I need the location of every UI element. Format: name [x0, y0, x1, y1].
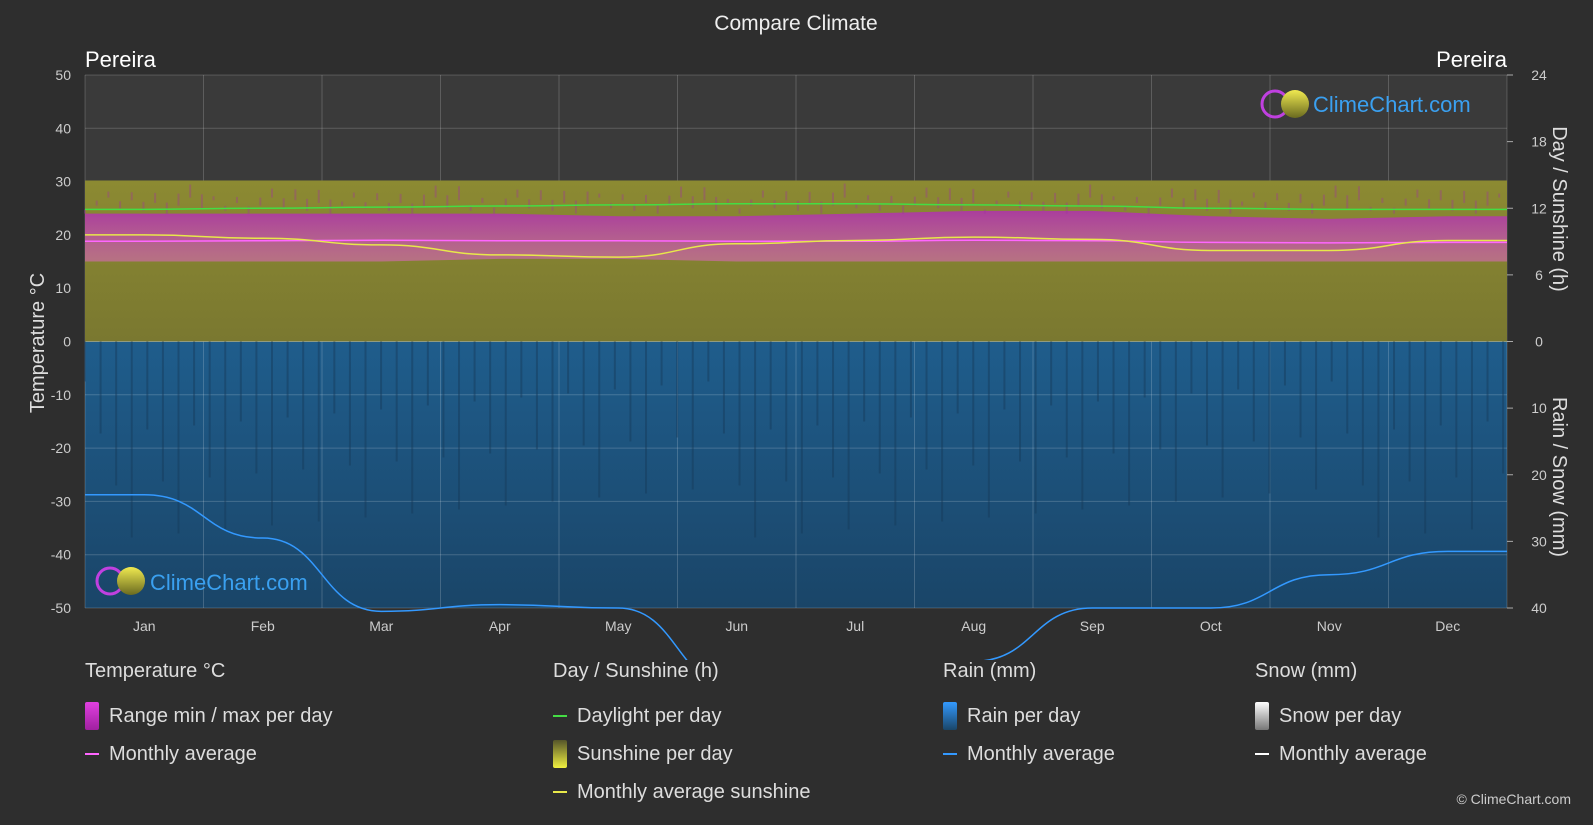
sunshine-swatch [553, 740, 567, 768]
legend-item: Monthly average [1255, 735, 1427, 773]
month-label: Oct [1200, 618, 1222, 634]
sun-tick-label: 18 [1531, 134, 1547, 150]
sun-tick-label: 6 [1535, 267, 1543, 283]
legend-item: Sunshine per day [553, 735, 810, 773]
temp-tick-label: 0 [63, 334, 71, 350]
rain-tick-label: 40 [1531, 600, 1547, 616]
ylabel-right-top: Day / Sunshine (h) [1548, 126, 1570, 292]
temp-tick-label: -20 [51, 440, 71, 456]
temp-tick-label: 40 [55, 120, 71, 136]
sun-rain-axis: 24 18 12 6 0 10 20 30 40 [1507, 67, 1547, 616]
month-label: Aug [961, 618, 986, 634]
temp-tick-label: -50 [51, 600, 71, 616]
sun-tick-label: 0 [1535, 334, 1543, 350]
temperature-range-band [85, 210, 1507, 262]
sun-tick-label: 12 [1531, 200, 1547, 216]
legend-item: Rain per day [943, 697, 1115, 735]
legend-label: Monthly average sunshine [577, 780, 811, 803]
legend-item: Daylight per day [553, 697, 810, 735]
month-label: Sep [1080, 618, 1105, 634]
logo-bottom: ClimeChart.com [95, 566, 308, 596]
legend-label: Monthly average [967, 742, 1115, 765]
legend-item: Monthly average sunshine [553, 773, 810, 811]
month-label: May [605, 618, 631, 634]
climate-chart: Compare Climate Pereira Pereira 50 40 30 20… [27, 12, 1570, 660]
sunshine-average-line [85, 234, 1507, 258]
daylight-swatch [553, 715, 567, 717]
sun-avg-swatch [553, 791, 567, 793]
legend-snow-title: Snow (mm) [1255, 660, 1358, 682]
temp-tick-label: 50 [55, 67, 71, 83]
temp-tick-label: -30 [51, 493, 71, 509]
rain-avg-swatch [943, 753, 957, 755]
legend-item: Snow per day [1255, 697, 1427, 735]
chart-title: Compare Climate [714, 12, 877, 35]
legend-label: Daylight per day [577, 704, 722, 727]
ylabel-right-bottom: Rain / Snow (mm) [1548, 397, 1570, 557]
legend-temperature: Temperature °C Range min / max per day M… [85, 660, 332, 773]
month-axis: Jan Feb Mar Apr May Jun Jul Aug Sep Oct Nov Dec [133, 618, 1460, 634]
month-label: Dec [1435, 618, 1460, 634]
legend-label: Rain per day [967, 704, 1081, 727]
legend-temp-title: Temperature °C [85, 660, 226, 682]
temp-tick-label: 30 [55, 174, 71, 190]
temperature-axis: 50 40 30 20 10 0 -10 -20 -30 -40 -50 [51, 67, 71, 616]
month-label: Jul [846, 618, 864, 634]
logo-sun-icon-bottom [117, 567, 145, 595]
temp-average-line [85, 239, 1507, 244]
legend-item: Monthly average [85, 735, 332, 773]
location-left: Pereira [85, 47, 157, 72]
month-label: Jun [725, 618, 748, 634]
temp-avg-swatch [85, 753, 99, 755]
rain-tick-label: 30 [1531, 533, 1547, 549]
temp-tick-label: -40 [51, 547, 71, 563]
copyright: © ClimeChart.com [1456, 791, 1571, 807]
logo-top: ClimeChart.com [1260, 89, 1471, 119]
legend-item: Range min / max per day [85, 697, 332, 735]
rain-average-line [84, 493, 1507, 660]
rain-swatch [943, 702, 957, 730]
rain-area [85, 341, 1507, 608]
snow-swatch [1255, 702, 1269, 730]
legend-label: Range min / max per day [109, 704, 333, 727]
legend-sun-title: Day / Sunshine (h) [553, 660, 719, 682]
logo-text-bottom: ClimeChart.com [150, 570, 308, 595]
legend-item: Monthly average [943, 735, 1115, 773]
legend-label: Sunshine per day [577, 742, 733, 765]
month-label: Jan [133, 618, 156, 634]
snow-avg-swatch [1255, 753, 1269, 755]
legend-rain: Rain (mm) Rain per day Monthly average [943, 660, 1115, 773]
legend-rain-title: Rain (mm) [943, 660, 1037, 682]
rain-tick-label: 20 [1531, 467, 1547, 483]
ylabel-left: Temperature °C [27, 273, 49, 413]
temp-tick-label: 20 [55, 227, 71, 243]
temp-tick-label: -10 [51, 387, 71, 403]
legend-label: Snow per day [1279, 704, 1402, 727]
month-label: Apr [489, 618, 511, 634]
location-right: Pereira [1436, 47, 1508, 72]
rain-tick-label: 10 [1531, 400, 1547, 416]
month-label: Nov [1317, 618, 1342, 634]
legend-label: Monthly average [109, 742, 257, 765]
legend-label: Monthly average [1279, 742, 1427, 765]
month-label: Feb [251, 618, 275, 634]
logo-text-top: ClimeChart.com [1313, 92, 1471, 117]
series-layer [84, 180, 1507, 660]
temp-tick-label: 10 [55, 280, 71, 296]
sun-tick-label: 24 [1531, 67, 1547, 83]
range-swatch [85, 702, 99, 730]
legend-sunshine: Day / Sunshine (h) Daylight per day Suns… [553, 660, 810, 811]
month-label: Mar [369, 618, 393, 634]
logo-sun-icon [1281, 90, 1309, 118]
daylight-line [85, 203, 1507, 211]
legend-snow: Snow (mm) Snow per day Monthly average [1255, 660, 1427, 773]
